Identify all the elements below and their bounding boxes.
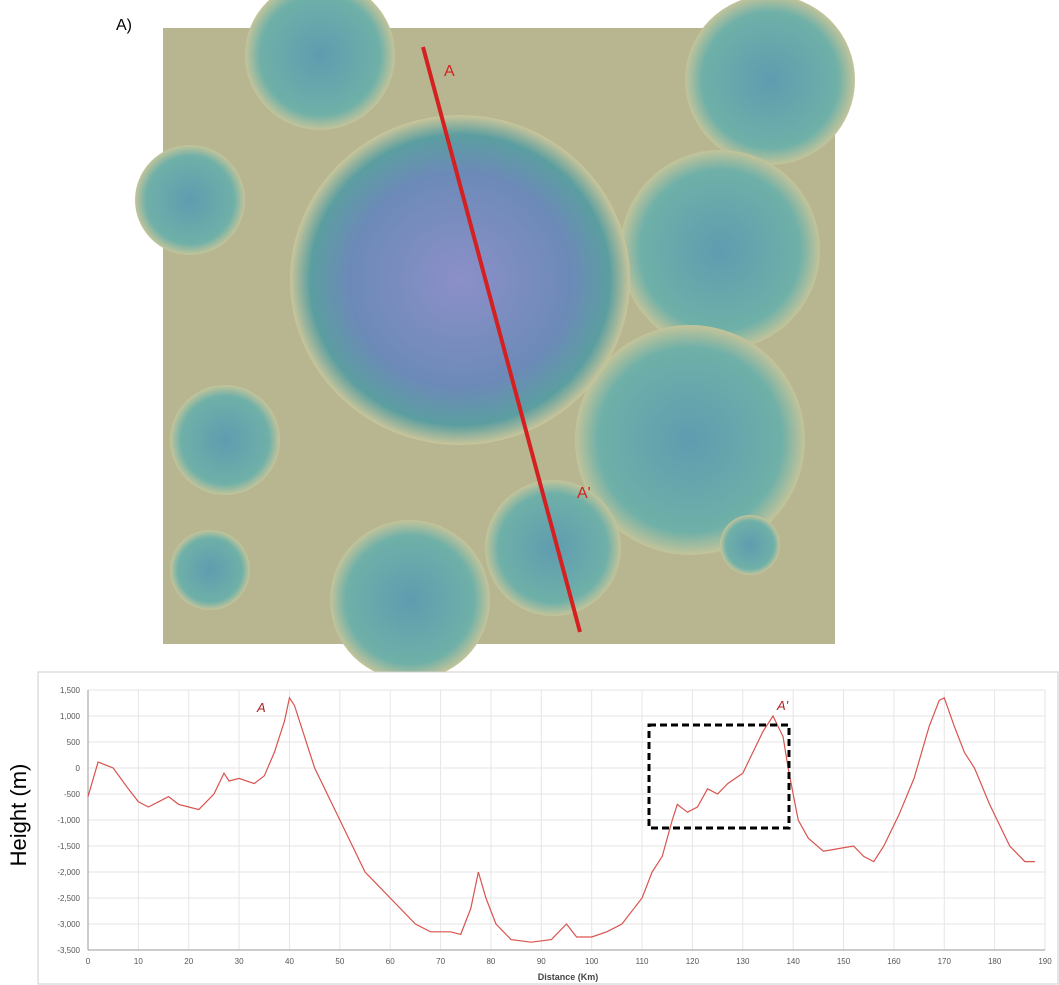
x-tick-label: 120 (686, 957, 700, 966)
y-tick-label: 0 (76, 764, 81, 773)
crater-image (135, 0, 855, 680)
x-tick-label: 50 (335, 957, 344, 966)
x-tick-label: 60 (386, 957, 395, 966)
image-label: A (444, 63, 455, 80)
x-tick-label: 80 (486, 957, 495, 966)
x-axis-label: Distance (Km) (538, 972, 599, 982)
x-tick-label: 160 (887, 957, 901, 966)
y-tick-label: -2,500 (57, 894, 80, 903)
x-tick-label: 180 (988, 957, 1002, 966)
x-tick-label: 140 (786, 957, 800, 966)
y-tick-label: -3,500 (57, 946, 80, 955)
x-tick-label: 0 (86, 957, 91, 966)
x-tick-label: 70 (436, 957, 445, 966)
x-tick-label: 150 (837, 957, 851, 966)
chart-frame (37, 671, 1059, 985)
y-tick-label: 1,000 (60, 712, 81, 721)
annotation: A' (776, 698, 789, 713)
x-tick-label: 110 (636, 957, 649, 966)
y-tick-label: -3,000 (57, 920, 80, 929)
profile-line (87, 696, 1035, 943)
highlight-box (647, 723, 791, 830)
x-tick-label: 20 (184, 957, 193, 966)
x-tick-label: 130 (736, 957, 750, 966)
y-tick-label: -500 (64, 790, 81, 799)
x-tick-label: 100 (585, 957, 599, 966)
x-tick-label: 170 (938, 957, 952, 966)
x-tick-label: 40 (285, 957, 294, 966)
y-tick-label: -2,000 (57, 868, 80, 877)
x-tick-label: 190 (1038, 957, 1052, 966)
x-tick-label: 10 (134, 957, 143, 966)
image-label: A' (577, 485, 591, 502)
annotation: A (256, 700, 266, 715)
y-tick-label: -1,000 (57, 816, 80, 825)
x-tick-label: 90 (537, 957, 546, 966)
y-tick-label: -1,500 (57, 842, 80, 851)
x-tick-label: 30 (235, 957, 244, 966)
y-axis-label: Height (m) (6, 764, 31, 867)
y-tick-label: 1,500 (60, 686, 81, 695)
figure-label: A) (116, 17, 132, 34)
y-tick-label: 500 (67, 738, 81, 747)
